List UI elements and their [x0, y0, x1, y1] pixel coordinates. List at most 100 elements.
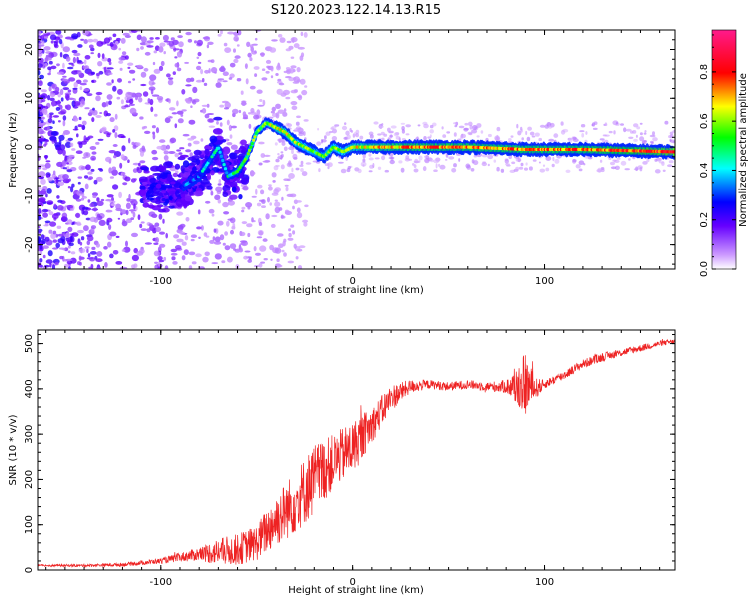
noise-blob: [177, 118, 184, 124]
noise-blob: [453, 163, 457, 168]
noise-blob: [521, 137, 524, 141]
noise-blob: [54, 142, 62, 148]
noise-blob: [189, 152, 193, 157]
noise-blob: [229, 243, 237, 250]
noise-blob: [116, 37, 121, 42]
noise-blob: [61, 216, 67, 222]
noise-blob: [620, 160, 627, 166]
noise-blob: [296, 207, 301, 213]
noise-blob: [155, 237, 159, 244]
energy-blob: [149, 178, 156, 184]
noise-blob: [599, 138, 605, 141]
y-tick-label: 100: [24, 515, 35, 534]
noise-blob: [435, 163, 438, 169]
noise-blob: [86, 235, 94, 242]
energy-blob: [192, 166, 197, 174]
noise-blob: [280, 151, 284, 154]
ridge-core: [253, 135, 257, 139]
noise-blob: [296, 212, 303, 219]
ridge-core: [218, 150, 222, 154]
noise-blob: [262, 238, 268, 242]
noise-blob: [560, 129, 566, 135]
noise-blob: [616, 157, 621, 160]
noise-blob: [83, 210, 89, 216]
noise-blob: [72, 87, 78, 90]
noise-blob: [56, 225, 62, 229]
noise-blob: [217, 33, 222, 37]
noise-blob: [305, 162, 312, 165]
noise-blob: [159, 243, 166, 248]
noise-blob: [414, 158, 419, 164]
noise-blob: [553, 133, 559, 138]
noise-blob: [155, 127, 160, 134]
noise-blob: [214, 194, 221, 201]
noise-blob: [295, 167, 300, 171]
noise-blob: [47, 176, 53, 182]
noise-blob: [127, 62, 134, 66]
noise-blob: [169, 137, 177, 144]
noise-blob: [146, 40, 154, 44]
noise-blob: [53, 41, 58, 48]
noise-blob: [238, 109, 242, 114]
noise-blob: [258, 230, 263, 236]
noise-blob: [98, 219, 106, 226]
noise-blob: [247, 52, 252, 58]
noise-blob: [75, 212, 81, 219]
noise-blob: [168, 77, 174, 80]
spectrogram-xlabel: Height of straight line (km): [288, 285, 424, 296]
noise-blob: [276, 258, 280, 263]
noise-blob: [527, 126, 532, 131]
noise-blob: [110, 203, 116, 207]
noise-blob: [185, 84, 192, 87]
noise-blob: [643, 132, 647, 135]
noise-blob: [52, 230, 57, 235]
noise-blob: [224, 47, 232, 53]
noise-blob: [38, 30, 41, 36]
noise-blob: [451, 168, 457, 173]
noise-blob: [565, 169, 571, 173]
ridge-core: [246, 152, 250, 156]
noise-blob: [47, 72, 51, 76]
noise-blob: [249, 85, 256, 90]
noise-blob: [108, 150, 116, 154]
noise-blob: [517, 157, 521, 163]
noise-blob: [401, 138, 406, 141]
noise-blob: [593, 121, 598, 125]
noise-blob: [155, 37, 160, 40]
noise-blob: [75, 198, 82, 202]
noise-blob: [187, 142, 192, 147]
energy-blob: [160, 172, 168, 180]
noise-blob: [72, 56, 76, 64]
noise-blob: [128, 98, 134, 105]
noise-blob: [259, 99, 263, 102]
noise-blob: [652, 131, 655, 136]
noise-blob: [66, 219, 73, 225]
noise-blob: [191, 261, 197, 265]
noise-blob: [277, 78, 282, 82]
noise-blob: [210, 190, 214, 196]
noise-blob: [202, 36, 210, 40]
noise-blob: [259, 245, 267, 252]
noise-blob: [210, 59, 215, 63]
noise-blob: [55, 86, 60, 93]
noise-blob: [224, 107, 229, 110]
noise-blob: [458, 125, 465, 129]
noise-blob: [388, 131, 394, 134]
noise-blob: [511, 161, 516, 165]
x-tick-label: 0: [349, 577, 355, 588]
noise-blob: [162, 218, 165, 224]
energy-blob: [209, 135, 218, 143]
noise-blob: [646, 158, 650, 163]
snr-panel: -100 0 100 0 100 200 300 400 500 Height of strai…: [8, 329, 676, 596]
noise-blob: [293, 243, 297, 249]
noise-blob: [38, 147, 42, 150]
noise-blob: [158, 65, 164, 71]
noise-blob: [246, 41, 251, 47]
noise-blob: [163, 40, 171, 43]
noise-blob: [49, 114, 53, 119]
noise-blob: [130, 178, 136, 183]
energy-blob: [206, 185, 213, 190]
noise-blob: [265, 213, 270, 220]
ridge-core: [222, 163, 226, 167]
energy-blob: [166, 173, 173, 182]
